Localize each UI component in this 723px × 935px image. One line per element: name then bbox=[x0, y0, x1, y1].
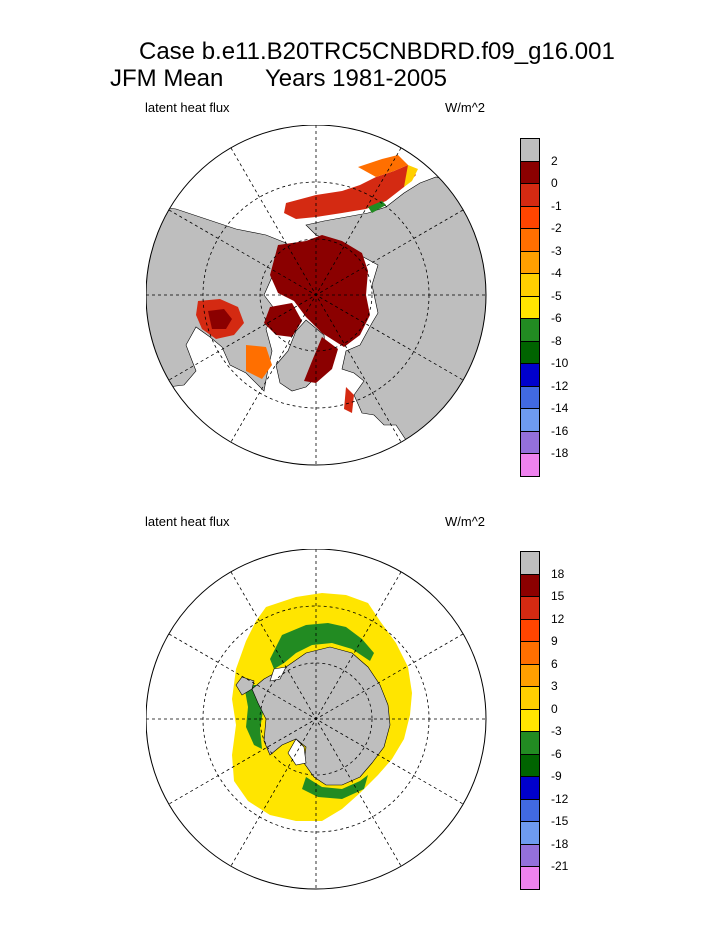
north-colorbar: 2 0 -1 -2 -3 -4 -5 -6 -8 -10 -12 -14 -16… bbox=[520, 138, 540, 475]
south-colorbar-swatch-6 bbox=[520, 686, 540, 710]
north-units-label: W/m^2 bbox=[445, 100, 485, 115]
north-colorbar-label-10: -12 bbox=[551, 379, 568, 393]
north-colorbar-swatch-13 bbox=[520, 431, 540, 455]
north-colorbar-swatch-12 bbox=[520, 408, 540, 432]
north-colorbar-label-12: -16 bbox=[551, 424, 568, 438]
north-colorbar-label-11: -14 bbox=[551, 401, 568, 415]
south-variable-label: latent heat flux bbox=[145, 514, 230, 529]
north-colorbar-swatch-7 bbox=[520, 296, 540, 320]
south-colorbar-label-10: -12 bbox=[551, 792, 568, 806]
south-colorbar-swatch-4 bbox=[520, 641, 540, 665]
north-colorbar-swatch-11 bbox=[520, 386, 540, 410]
north-colorbar-label-6: -5 bbox=[551, 289, 562, 303]
south-colorbar-swatch-2 bbox=[520, 596, 540, 620]
north-colorbar-label-0: 2 bbox=[551, 154, 558, 168]
south-colorbar-swatch-3 bbox=[520, 619, 540, 643]
north-colorbar-label-3: -2 bbox=[551, 221, 562, 235]
south-colorbar-swatch-13 bbox=[520, 844, 540, 868]
south-colorbar: 18 15 12 9 6 3 0 -3 -6 -9 -12 -15 -18 -2… bbox=[520, 551, 540, 888]
south-colorbar-swatch-5 bbox=[520, 664, 540, 688]
south-colorbar-label-6: 0 bbox=[551, 702, 558, 716]
north-colorbar-label-7: -6 bbox=[551, 311, 562, 325]
south-colorbar-label-5: 3 bbox=[551, 679, 558, 693]
south-colorbar-swatch-9 bbox=[520, 754, 540, 778]
title-line-1: Case b.e11.B20TRC5CNBDRD.f09_g16.001 bbox=[139, 38, 615, 66]
north-colorbar-swatch-0 bbox=[520, 138, 540, 162]
north-polar-map bbox=[146, 125, 506, 485]
south-units-label: W/m^2 bbox=[445, 514, 485, 529]
north-colorbar-label-1: 0 bbox=[551, 176, 558, 190]
north-colorbar-label-9: -10 bbox=[551, 356, 568, 370]
north-colorbar-swatch-8 bbox=[520, 318, 540, 342]
south-colorbar-label-3: 9 bbox=[551, 634, 558, 648]
south-colorbar-label-12: -18 bbox=[551, 837, 568, 851]
north-colorbar-label-4: -3 bbox=[551, 244, 562, 258]
south-colorbar-label-1: 15 bbox=[551, 589, 564, 603]
south-colorbar-label-7: -3 bbox=[551, 724, 562, 738]
north-colorbar-swatch-2 bbox=[520, 183, 540, 207]
north-colorbar-swatch-14 bbox=[520, 453, 540, 477]
north-colorbar-swatch-6 bbox=[520, 273, 540, 297]
south-colorbar-label-9: -9 bbox=[551, 769, 562, 783]
north-colorbar-label-13: -18 bbox=[551, 446, 568, 460]
title-line-2-right: Years 1981-2005 bbox=[265, 65, 447, 93]
south-colorbar-swatch-12 bbox=[520, 821, 540, 845]
north-colorbar-label-8: -8 bbox=[551, 334, 562, 348]
south-colorbar-label-8: -6 bbox=[551, 747, 562, 761]
north-colorbar-label-2: -1 bbox=[551, 199, 562, 213]
south-colorbar-label-13: -21 bbox=[551, 859, 568, 873]
south-colorbar-swatch-11 bbox=[520, 799, 540, 823]
south-colorbar-label-0: 18 bbox=[551, 567, 564, 581]
title-line-2-left: JFM Mean bbox=[110, 65, 223, 93]
south-colorbar-swatch-7 bbox=[520, 709, 540, 733]
north-colorbar-swatch-1 bbox=[520, 161, 540, 185]
south-polar-map bbox=[146, 549, 506, 909]
north-colorbar-swatch-5 bbox=[520, 251, 540, 275]
north-colorbar-swatch-10 bbox=[520, 363, 540, 387]
south-colorbar-label-2: 12 bbox=[551, 612, 564, 626]
north-colorbar-label-5: -4 bbox=[551, 266, 562, 280]
south-colorbar-swatch-8 bbox=[520, 731, 540, 755]
north-variable-label: latent heat flux bbox=[145, 100, 230, 115]
south-colorbar-swatch-14 bbox=[520, 866, 540, 890]
north-colorbar-swatch-3 bbox=[520, 206, 540, 230]
south-colorbar-label-4: 6 bbox=[551, 657, 558, 671]
north-colorbar-swatch-4 bbox=[520, 228, 540, 252]
south-colorbar-swatch-10 bbox=[520, 776, 540, 800]
south-colorbar-swatch-1 bbox=[520, 574, 540, 598]
south-colorbar-swatch-0 bbox=[520, 551, 540, 575]
north-colorbar-swatch-9 bbox=[520, 341, 540, 365]
south-colorbar-label-11: -15 bbox=[551, 814, 568, 828]
